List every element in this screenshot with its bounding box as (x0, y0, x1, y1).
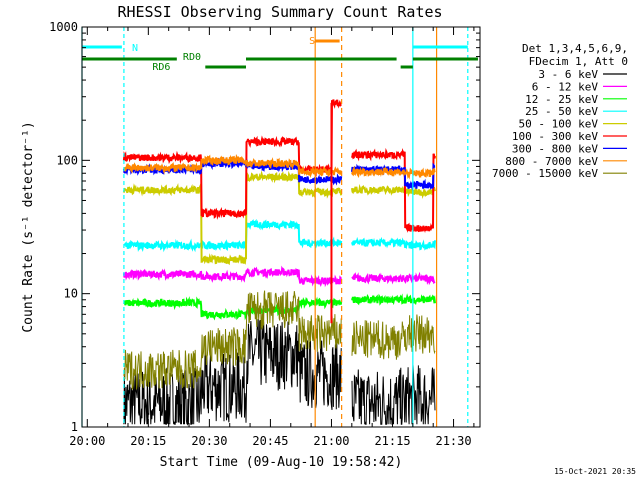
legend-label: 300 - 800 keV (512, 142, 598, 155)
flag-label-n: N (132, 43, 138, 54)
legend-label: 6 - 12 keV (532, 80, 599, 93)
series-50-to-100keV-trace (122, 170, 436, 266)
chart-title: RHESSI Observing Summary Count Rates (117, 3, 442, 21)
legend-item: 50 - 100 keV (519, 118, 627, 131)
flag-label-s: S (309, 36, 315, 47)
legend-label: 12 - 25 keV (525, 93, 598, 106)
series-100-to-300keV-trace (122, 99, 436, 234)
legend-header-line: Det 1,3,4,5,6,9, (522, 42, 628, 55)
legend-item: 100 - 300 keV (512, 130, 627, 143)
legend-item: 12 - 25 keV (525, 93, 627, 106)
legend-item: 3 - 6 keV (538, 68, 627, 81)
legend: Det 1,3,4,5,6,9,FDecim 1, Att 03 - 6 keV… (492, 42, 628, 180)
series-line (122, 265, 436, 288)
legend-label: 3 - 6 keV (538, 68, 598, 81)
legend-label: 100 - 300 keV (512, 130, 598, 143)
legend-label: 7000 - 15000 keV (492, 167, 598, 180)
series-25-to-50keV-trace (123, 218, 436, 253)
x-tick-label: 20:00 (69, 434, 105, 448)
x-tick-label: 21:15 (374, 434, 410, 448)
flag-label-rd0: RD0 (183, 52, 201, 63)
legend-label: 25 - 50 keV (525, 105, 598, 118)
series-12-to-25keV-trace (123, 293, 436, 321)
series-line (122, 170, 436, 266)
footer-date: 15-Oct-2021 20:35 (554, 467, 636, 476)
legend-item: 7000 - 15000 keV (492, 167, 627, 180)
x-tick-label: 21:30 (435, 434, 471, 448)
legend-item: 800 - 7000 keV (505, 155, 627, 168)
series-line (123, 154, 436, 180)
y-axis-label: Count Rate (s⁻¹ detector⁻¹) (21, 121, 36, 332)
y-tick-label: 10 (64, 287, 78, 301)
legend-label: 50 - 100 keV (519, 118, 599, 131)
x-tick-label: 20:30 (191, 434, 227, 448)
series-3-to-6keV-trace (123, 319, 436, 426)
series-line (123, 218, 436, 253)
series-800-to-7000keV-trace (123, 154, 436, 180)
series-6-to-12keV-trace (122, 265, 436, 288)
legend-header-line: FDecim 1, Att 0 (529, 55, 628, 68)
x-tick-label: 20:15 (130, 434, 166, 448)
x-axis-label: Start Time (09-Aug-10 19:58:42) (160, 455, 403, 470)
series-line (123, 293, 436, 321)
series-line (123, 290, 436, 390)
legend-item: 300 - 800 keV (512, 142, 627, 155)
y-tick-label: 1 (71, 420, 78, 434)
y-tick-label: 100 (56, 153, 78, 167)
y-tick-label: 1000 (49, 20, 78, 34)
axes: 20:00 20:15 20:30 20:45 21:00 21:15 21:30 1 10 10… (49, 20, 480, 448)
series-line (122, 99, 436, 234)
legend-item: 6 - 12 keV (532, 80, 627, 93)
series-7000-to-15000keV-trace (123, 290, 436, 390)
plot-frame (81, 26, 481, 428)
legend-label: 800 - 7000 keV (505, 155, 598, 168)
x-tick-label: 21:00 (313, 434, 349, 448)
legend-item: 25 - 50 keV (525, 105, 627, 118)
flag-label-rd6: RD6 (152, 62, 170, 73)
x-tick-label: 20:45 (252, 434, 288, 448)
series-line (123, 319, 436, 426)
plot-area: N S RD0 RD6 (81, 27, 478, 427)
